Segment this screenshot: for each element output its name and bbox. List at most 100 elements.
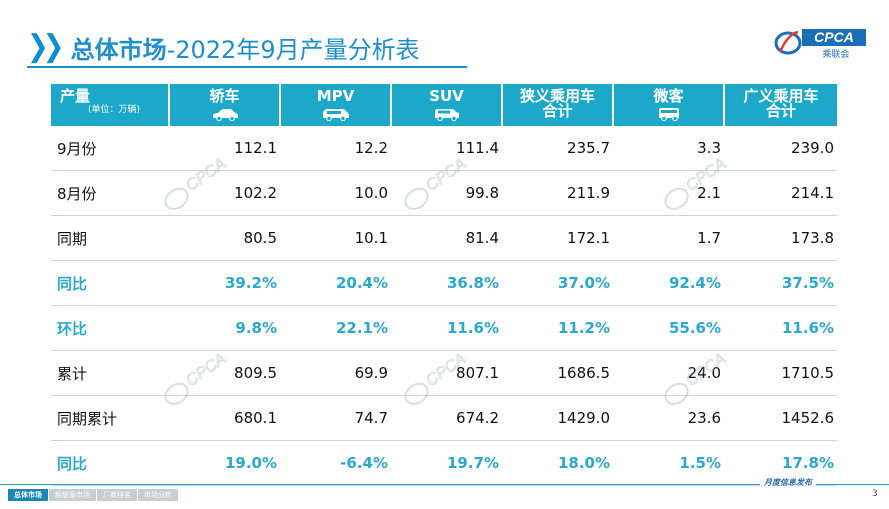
cell-value: 1.7 (613, 215, 724, 261)
cell-value: 36.8% (391, 260, 502, 306)
table-row-highlight: 环比 9.8% 22.1% 11.6% 11.2% 55.6% 11.6% (51, 305, 837, 351)
table-header-row: 产量 (单位：万辆) 轿车 MPV SUV 狭义乘用车 合计 微客 (51, 84, 837, 126)
table-row: 累计 809.5 69.9 807.1 1686.5 24.0 1710.5 (51, 350, 837, 396)
suv-icon (434, 109, 459, 121)
cell-value: 55.6% (613, 305, 724, 351)
row-label: 9月份 (51, 126, 169, 171)
col-header-label: 广义乘用车 (743, 87, 819, 105)
cell-value: 214.1 (724, 170, 837, 216)
cell-value: 1686.5 (502, 350, 613, 396)
cell-value: 807.1 (391, 350, 502, 396)
tab-market-analysis[interactable]: 市场分析 (138, 489, 178, 501)
footer-note: 月度信息发布 (760, 477, 816, 488)
col-header-label: MPV (316, 87, 355, 105)
double-chevron-icon: ❯❯ (27, 29, 64, 65)
row-label: 8月份 (51, 170, 169, 216)
cell-value: 239.0 (724, 126, 837, 171)
col-header-label: 狭义乘用车 (519, 87, 595, 105)
microbus-icon (658, 108, 679, 121)
cell-value: 24.0 (613, 350, 724, 396)
cell-value: 809.5 (169, 350, 280, 396)
tab-manufacturer-ranking[interactable]: 厂商排名 (97, 489, 137, 501)
cell-value: 10.0 (280, 170, 391, 216)
cell-value: 674.2 (391, 395, 502, 441)
row-label: 环比 (51, 305, 169, 351)
table-row: 9月份 112.1 12.2 111.4 235.7 3.3 239.0 (51, 126, 837, 171)
cell-value: 2.1 (613, 170, 724, 216)
col-header-mpv: MPV (280, 84, 392, 126)
row-label: 同比 (51, 260, 169, 306)
row-label: 同期累计 (51, 395, 169, 441)
cell-value: 19.0% (169, 440, 280, 486)
table-row-highlight: 同比 39.2% 20.4% 36.8% 37.0% 92.4% 37.5% (51, 260, 837, 306)
cell-value: 112.1 (169, 126, 280, 171)
cell-value: 680.1 (169, 395, 280, 441)
row-label: 同期 (51, 215, 169, 261)
mpv-icon (322, 109, 349, 121)
cell-value: 3.3 (613, 126, 724, 171)
sedan-icon (212, 109, 238, 121)
col-header-sedan: 轿车 (169, 84, 281, 126)
cell-value: 81.4 (391, 215, 502, 261)
col-header-microbus: 微客 (613, 84, 725, 126)
table-row: 8月份 102.2 10.0 99.8 211.9 2.1 214.1 (51, 170, 837, 216)
cell-value: 74.7 (280, 395, 391, 441)
cell-value: 12.2 (280, 126, 391, 171)
cell-value: 39.2% (169, 260, 280, 306)
cell-value: 23.6 (613, 395, 724, 441)
table-row: 同期累计 680.1 74.7 674.2 1429.0 23.6 1452.6 (51, 395, 837, 441)
table-row: 同期 80.5 10.1 81.4 172.1 1.7 173.8 (51, 215, 837, 261)
col-header-label-line2: 合计 (542, 102, 573, 120)
cell-value: 18.0% (502, 440, 613, 486)
cell-value: 235.7 (502, 126, 613, 171)
col-header-label: 产量 (60, 87, 91, 105)
row-label: 同比 (51, 440, 169, 486)
unit-label: (单位：万辆) (87, 105, 141, 115)
cell-value: 102.2 (169, 170, 280, 216)
col-header-label: SUV (429, 87, 464, 105)
cell-value: 37.5% (724, 260, 837, 306)
title-underline (27, 66, 467, 68)
cell-value: 111.4 (391, 126, 502, 171)
cell-value: 173.8 (724, 215, 837, 261)
cell-value: 1.5% (613, 440, 724, 486)
cell-value: 10.1 (280, 215, 391, 261)
tab-overall-market[interactable]: 总体市场 (8, 489, 48, 501)
tab-new-energy-market[interactable]: 新能源市场 (49, 489, 96, 501)
title-bar: ❯❯ 总体市场-2022年9月产量分析表 (27, 29, 420, 65)
cell-value: 11.6% (391, 305, 502, 351)
cell-value: 80.5 (169, 215, 280, 261)
col-header-narrow-total: 狭义乘用车 合计 (502, 84, 614, 126)
logo-text: CPCA (814, 29, 854, 45)
cell-value: 92.4% (613, 260, 724, 306)
cell-value: 37.0% (502, 260, 613, 306)
logo-subtext: 乘联会 (822, 48, 849, 60)
cell-value: 1429.0 (502, 395, 613, 441)
col-header-label: 轿车 (209, 87, 240, 105)
cell-value: 99.8 (391, 170, 502, 216)
title-main: 总体市场 (70, 35, 167, 64)
cell-value: 211.9 (502, 170, 613, 216)
col-header-label-line2: 合计 (765, 102, 796, 120)
cell-value: 19.7% (391, 440, 502, 486)
col-header-label: 微客 (653, 87, 684, 105)
cell-value: 1710.5 (724, 350, 837, 396)
production-table: 产量 (单位：万辆) 轿车 MPV SUV 狭义乘用车 合计 微客 (51, 84, 837, 486)
cell-value: -6.4% (280, 440, 391, 486)
cell-value: 20.4% (280, 260, 391, 306)
cell-value: 22.1% (280, 305, 391, 351)
col-header-suv: SUV (391, 84, 503, 126)
row-label: 累计 (51, 350, 169, 396)
cell-value: 1452.6 (724, 395, 837, 441)
cell-value: 11.6% (724, 305, 837, 351)
cell-value: 172.1 (502, 215, 613, 261)
cell-value: 11.2% (502, 305, 613, 351)
footer-tabs: 总体市场 新能源市场 厂商排名 市场分析 (8, 489, 179, 501)
cpca-logo: CPCA 乘联会 (774, 29, 866, 60)
cell-value: 69.9 (280, 350, 391, 396)
title-rest: -2022年9月产量分析表 (166, 35, 420, 64)
table-row-highlight: 同比 19.0% -6.4% 19.7% 18.0% 1.5% 17.8% (51, 440, 837, 486)
col-header-broad-total: 广义乘用车 合计 (724, 84, 837, 126)
page-title: 总体市场-2022年9月产量分析表 (71, 30, 420, 65)
page-number: 3 (872, 489, 878, 499)
